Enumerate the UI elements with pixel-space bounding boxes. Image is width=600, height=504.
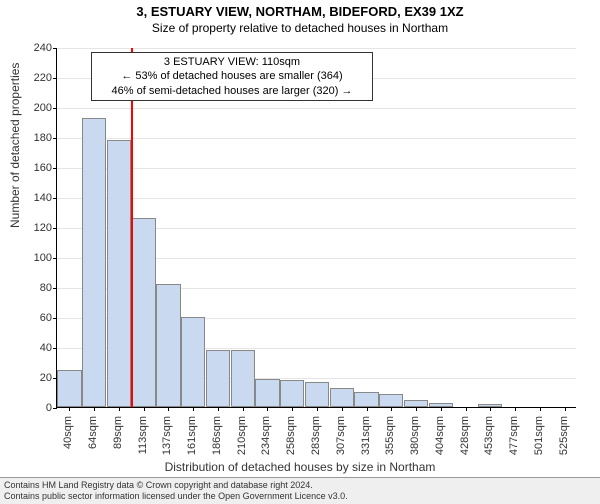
y-tick-mark [53,168,57,169]
x-tick-label: 283sqm [310,416,322,455]
x-tick-mark [391,407,392,411]
x-tick-label: 453sqm [483,416,495,455]
histogram-bar [181,317,205,407]
annotation-line: 3 ESTUARY VIEW: 110sqm [98,55,366,69]
x-tick-label: 258sqm [285,416,297,455]
x-tick-mark [441,407,442,411]
property-marker-line [131,48,133,407]
y-tick-mark [53,258,57,259]
x-tick-mark [168,407,169,411]
y-tick-label: 100 [22,252,52,264]
x-tick-label: 40sqm [62,416,74,449]
annotation-line: 46% of semi-detached houses are larger (… [98,84,366,98]
x-tick-label: 234sqm [260,416,272,455]
y-tick-mark [53,408,57,409]
histogram-bar [231,350,255,407]
x-tick-mark [367,407,368,411]
attribution-footer: Contains HM Land Registry data © Crown c… [0,477,600,504]
y-tick-mark [53,198,57,199]
x-tick-label: 355sqm [384,416,396,455]
gridline [57,108,576,109]
histogram-bar [404,400,428,408]
chart-title-sub: Size of property relative to detached ho… [0,21,600,35]
histogram-bar [57,370,81,408]
x-tick-mark [292,407,293,411]
histogram-bar [255,379,279,408]
x-tick-label: 307sqm [335,416,347,455]
x-tick-label: 477sqm [508,416,520,455]
x-tick-mark [416,407,417,411]
y-tick-label: 140 [22,192,52,204]
y-tick-mark [53,48,57,49]
gridline [57,48,576,49]
x-tick-mark [218,407,219,411]
y-tick-label: 160 [22,162,52,174]
x-tick-mark [243,407,244,411]
chart-title-main: 3, ESTUARY VIEW, NORTHAM, BIDEFORD, EX39… [0,4,600,19]
x-tick-mark [267,407,268,411]
x-tick-mark [515,407,516,411]
y-tick-mark [53,108,57,109]
histogram-bar [82,118,106,408]
y-tick-mark [53,318,57,319]
histogram-bar [379,394,403,408]
y-tick-label: 220 [22,72,52,84]
y-tick-mark [53,138,57,139]
x-tick-mark [144,407,145,411]
y-tick-label: 80 [22,282,52,294]
x-tick-label: 210sqm [236,416,248,455]
y-tick-label: 120 [22,222,52,234]
annotation-box: 3 ESTUARY VIEW: 110sqm← 53% of detached … [91,52,373,101]
x-tick-mark [565,407,566,411]
x-tick-mark [94,407,95,411]
y-tick-mark [53,78,57,79]
y-tick-label: 240 [22,42,52,54]
x-tick-label: 501sqm [533,416,545,455]
x-tick-label: 64sqm [87,416,99,449]
x-tick-mark [317,407,318,411]
x-tick-label: 428sqm [459,416,471,455]
histogram-bar [107,140,131,407]
x-tick-label: 525sqm [558,416,570,455]
y-tick-mark [53,228,57,229]
histogram-bar [132,218,156,407]
x-tick-mark [466,407,467,411]
x-tick-mark [490,407,491,411]
histogram-bar [156,284,180,407]
y-axis-label: Number of detached properties [8,63,22,228]
x-tick-label: 89sqm [112,416,124,449]
x-tick-label: 404sqm [434,416,446,455]
histogram-bar [330,388,354,408]
x-tick-label: 331sqm [360,416,372,455]
x-axis-label: Distribution of detached houses by size … [0,460,600,474]
x-tick-mark [342,407,343,411]
x-tick-label: 161sqm [186,416,198,455]
x-tick-label: 186sqm [211,416,223,455]
y-tick-label: 60 [22,312,52,324]
x-tick-label: 113sqm [137,416,149,454]
y-tick-mark [53,348,57,349]
histogram-bar [354,392,378,407]
histogram-bar [206,350,230,407]
y-tick-mark [53,288,57,289]
y-tick-label: 40 [22,342,52,354]
gridline [57,168,576,169]
gridline [57,138,576,139]
y-tick-label: 0 [22,402,52,414]
footer-line1: Contains HM Land Registry data © Crown c… [4,480,313,490]
y-tick-label: 200 [22,102,52,114]
histogram-bar [305,382,329,408]
x-tick-mark [69,407,70,411]
x-tick-label: 137sqm [161,416,173,455]
y-tick-label: 180 [22,132,52,144]
x-tick-mark [193,407,194,411]
x-tick-mark [119,407,120,411]
y-tick-label: 20 [22,372,52,384]
x-tick-label: 380sqm [409,416,421,455]
annotation-line: ← 53% of detached houses are smaller (36… [98,69,366,83]
gridline [57,198,576,199]
chart-plot-area: 3 ESTUARY VIEW: 110sqm← 53% of detached … [56,48,576,408]
histogram-bar [280,380,304,407]
x-tick-mark [540,407,541,411]
